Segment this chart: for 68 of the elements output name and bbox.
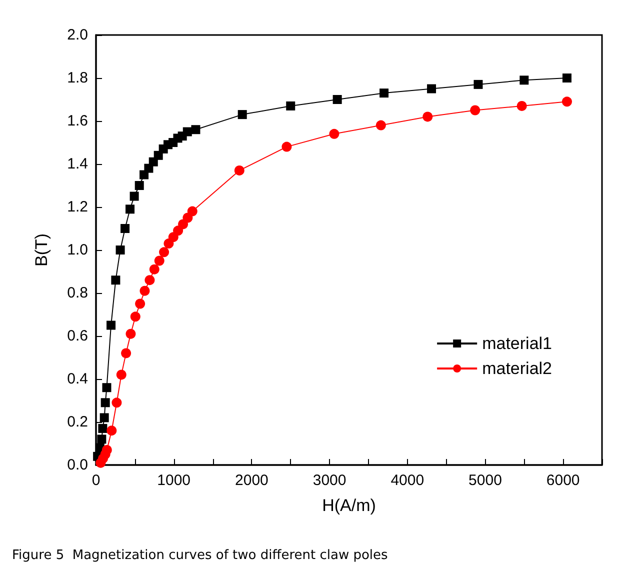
y-tick-label: 1.8 — [67, 70, 88, 86]
y-tick-label: 1.6 — [67, 112, 88, 130]
point — [116, 246, 125, 254]
y-axis-title: B(T) — [32, 233, 51, 267]
point — [116, 370, 126, 380]
point — [126, 328, 136, 339]
point — [120, 224, 130, 233]
point — [474, 80, 483, 89]
point — [135, 298, 146, 309]
caption: Figure 5 Magnetization curves of two different claw poles — [12, 548, 388, 563]
point — [112, 398, 122, 408]
point — [159, 247, 170, 258]
point — [106, 320, 116, 330]
point — [562, 96, 572, 107]
point — [282, 142, 292, 152]
point — [102, 444, 112, 455]
x-tick-label: 4000 — [390, 472, 424, 489]
point — [516, 100, 527, 111]
point — [100, 413, 109, 422]
point — [126, 204, 135, 214]
point — [286, 101, 296, 110]
point — [329, 128, 340, 139]
y-tick-label: 1.4 — [67, 156, 88, 172]
point — [380, 88, 389, 98]
y-tick-label: 2.0 — [67, 26, 88, 44]
y-tick-label: 1.0 — [67, 242, 88, 258]
point — [520, 76, 529, 85]
point — [111, 276, 120, 285]
point — [173, 226, 184, 236]
point — [191, 125, 200, 134]
x-tick-label: 1000 — [157, 472, 191, 489]
legend-label: material1 — [482, 334, 552, 353]
x-tick-label: 3000 — [312, 472, 346, 489]
point — [102, 383, 112, 392]
point — [144, 275, 155, 286]
point — [238, 110, 247, 120]
point — [376, 120, 386, 130]
x-tick-label: 0 — [92, 472, 100, 489]
y-tick-label: 0.6 — [67, 328, 88, 344]
x-tick-label: 6000 — [546, 472, 580, 489]
point — [106, 426, 117, 436]
point — [140, 286, 150, 296]
point — [562, 74, 572, 82]
x-axis-title: H(A/m) — [322, 496, 376, 515]
point — [130, 312, 140, 322]
point — [154, 256, 164, 266]
point — [427, 84, 436, 94]
point — [121, 348, 132, 358]
y-tick-label: 0.2 — [67, 414, 88, 430]
point — [130, 192, 139, 201]
point — [422, 112, 433, 122]
point — [187, 206, 198, 216]
y-tick-label: 0.0 — [67, 456, 88, 474]
point — [234, 165, 244, 176]
point — [470, 105, 480, 116]
point — [97, 434, 106, 444]
point — [182, 127, 192, 136]
legend-label: material2 — [482, 359, 552, 378]
x-tick-label: 5000 — [468, 472, 502, 489]
y-tick-label: 0.8 — [67, 284, 88, 302]
point — [98, 424, 108, 433]
point — [134, 181, 144, 190]
point — [332, 95, 342, 104]
point — [100, 398, 110, 408]
point — [149, 264, 160, 274]
y-tick-label: 1.2 — [67, 198, 88, 216]
x-tick-label: 2000 — [235, 472, 268, 489]
y-tick-label: 0.4 — [67, 370, 88, 388]
